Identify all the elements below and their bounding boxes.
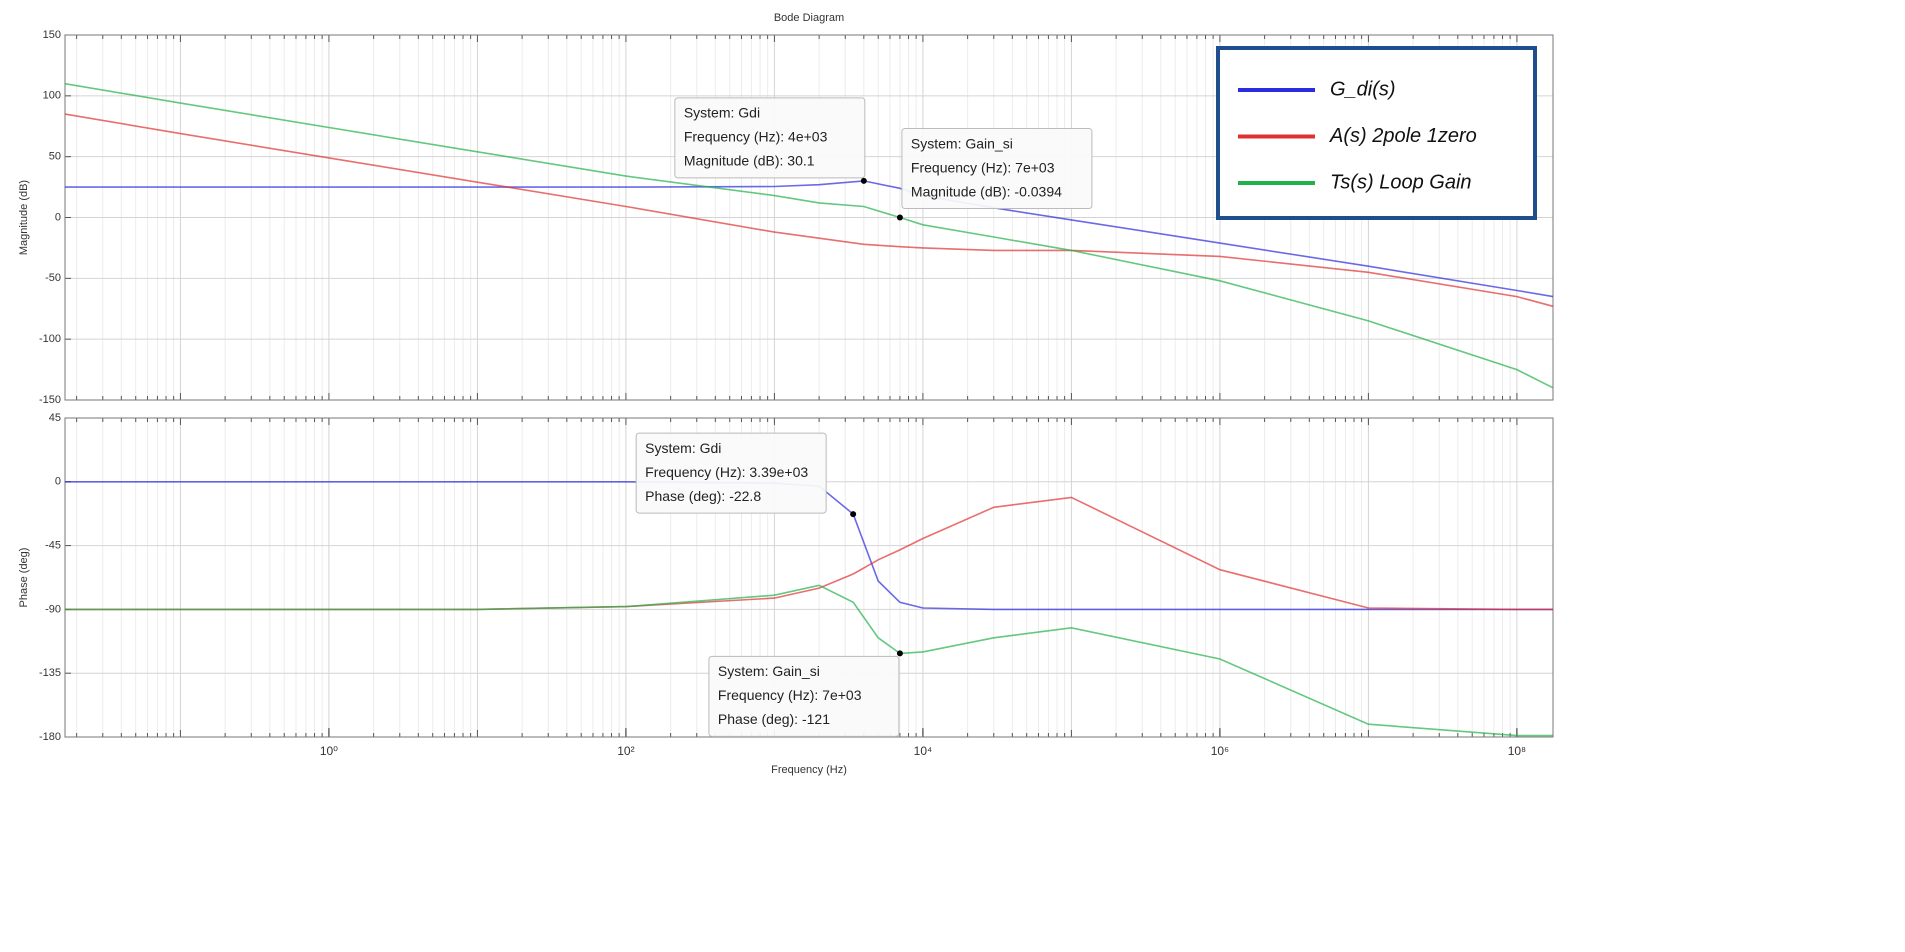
data-tip: System: Gain_si Frequency (Hz): 7e+03 Magn… — [901, 128, 1093, 210]
legend-box — [1216, 46, 1537, 220]
x-tick-label: 10⁸ — [1508, 744, 1526, 758]
y-tick-label: 0 — [55, 476, 61, 488]
data-tip: System: Gain_si Frequency (Hz): 7e+03 Phas… — [708, 655, 900, 737]
data-tip-point — [896, 650, 903, 657]
series-line — [64, 82, 1554, 389]
x-tick-label: 10⁰ — [320, 744, 338, 758]
y-tick-label: 0 — [55, 211, 61, 223]
data-tip: System: Gdi Frequency (Hz): 4e+03 Magnitud… — [674, 97, 866, 179]
y-tick-label: -100 — [39, 333, 61, 345]
data-tip-box — [708, 655, 900, 737]
data-tip-text: System: Gain_si — [718, 663, 820, 679]
data-tip-text: Magnitude (dB): -0.0394 — [911, 183, 1062, 199]
data-tip-text: Magnitude (dB): 30.1 — [684, 153, 815, 169]
y-tick-label: 50 — [49, 151, 61, 163]
plot-frame — [64, 417, 1554, 738]
data-tip-text: Frequency (Hz): 3.39e+03 — [645, 464, 808, 480]
legend-label: A(s) 2pole 1zero — [1329, 125, 1477, 147]
data-tip-text: System: Gain_si — [911, 135, 1013, 151]
series-line — [65, 481, 1553, 611]
data-tip-text: Phase (deg): -121 — [718, 711, 830, 727]
x-tick-label: 10² — [617, 744, 634, 758]
data-tip-text: Frequency (Hz): 4e+03 — [684, 129, 828, 145]
series-line — [65, 584, 1553, 737]
data-tip-point — [860, 177, 867, 184]
y-tick-label: -90 — [45, 603, 61, 615]
series-line — [64, 113, 1554, 308]
plot-frame — [64, 34, 1554, 401]
legend-label: Ts(s) Loop Gain — [1330, 171, 1472, 193]
y-tick-label: 100 — [43, 90, 61, 102]
data-tip-point — [850, 511, 857, 518]
data-tip: System: Gdi Frequency (Hz): 3.39e+03 Phase… — [635, 432, 827, 514]
legend: G_di(s) A(s) 2pole 1zero Ts(s) Loop Gain — [1216, 46, 1537, 220]
data-tip-box — [635, 432, 827, 514]
data-tip-point — [896, 214, 903, 221]
series-line — [65, 180, 1554, 298]
y-axis-label: Magnitude (dB) — [18, 180, 30, 255]
y-axis-label: Phase (deg) — [18, 548, 30, 608]
data-tip-text: Phase (deg): -22.8 — [645, 488, 761, 504]
x-tick-label: 10⁶ — [1211, 744, 1229, 758]
data-tip-text: Frequency (Hz): 7e+03 — [911, 159, 1055, 175]
data-tip-text: Frequency (Hz): 7e+03 — [718, 687, 862, 703]
y-tick-label: 150 — [43, 29, 61, 41]
data-tip-box — [901, 128, 1093, 210]
legend-label: G_di(s) — [1330, 78, 1396, 100]
x-axis-label: Frequency (Hz) — [771, 764, 847, 776]
data-tip-text: System: Gdi — [684, 105, 760, 121]
x-tick-label: 10⁴ — [914, 744, 933, 758]
data-tip-text: System: Gdi — [645, 440, 721, 456]
y-tick-label: -135 — [39, 667, 61, 679]
y-tick-label: 45 — [49, 412, 61, 424]
y-tick-label: -45 — [45, 540, 61, 552]
y-tick-label: -50 — [45, 272, 61, 284]
chart-title: Bode Diagram — [774, 12, 844, 24]
y-tick-label: -180 — [39, 731, 61, 743]
data-tip-box — [674, 97, 866, 179]
y-tick-label: -150 — [39, 394, 61, 406]
